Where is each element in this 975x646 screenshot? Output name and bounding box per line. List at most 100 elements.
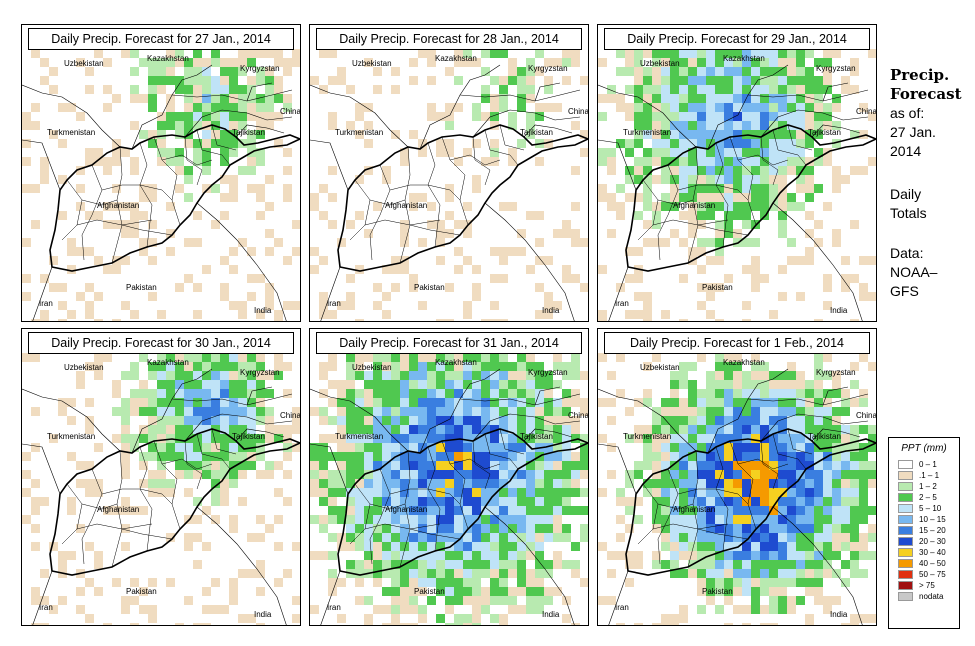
precip-cell	[247, 292, 256, 301]
title-line2: Forecast	[890, 85, 962, 103]
precip-cell	[598, 94, 607, 103]
precip-cell	[544, 301, 553, 310]
precip-cell	[472, 506, 481, 515]
precip-cell	[553, 488, 562, 497]
precip-cell	[688, 488, 697, 497]
precip-cell	[445, 121, 454, 130]
precip-cell	[814, 551, 823, 560]
precip-cell	[688, 461, 697, 470]
precip-cell	[787, 85, 796, 94]
precip-cell	[787, 488, 796, 497]
precip-cell	[778, 265, 787, 274]
precip-cell	[769, 139, 778, 148]
precip-cell	[517, 425, 526, 434]
precip-cell	[472, 112, 481, 121]
precip-cell	[868, 461, 876, 470]
precip-cell	[652, 407, 661, 416]
precip-cell	[229, 247, 238, 256]
precip-cell	[787, 130, 796, 139]
precip-cell	[859, 461, 868, 470]
precip-cell	[769, 596, 778, 605]
precip-cell	[274, 58, 283, 67]
precip-cell	[256, 112, 265, 121]
precip-cell	[634, 434, 643, 443]
precip-cell	[742, 112, 751, 121]
precip-cell	[337, 542, 346, 551]
precip-cell	[112, 220, 121, 229]
precip-cell	[193, 380, 202, 389]
precip-cell	[778, 497, 787, 506]
precip-cell	[229, 353, 238, 362]
precip-cell	[796, 578, 805, 587]
precip-cell	[418, 542, 427, 551]
precip-cell	[733, 470, 742, 479]
precip-cell	[715, 569, 724, 578]
precip-cell	[625, 479, 634, 488]
precip-cell	[382, 542, 391, 551]
precip-cell	[697, 398, 706, 407]
precip-cell	[850, 470, 859, 479]
precip-cell	[130, 85, 139, 94]
precip-cell	[175, 461, 184, 470]
precip-cell	[472, 184, 481, 193]
precip-cell	[382, 425, 391, 434]
precip-cell	[544, 139, 553, 148]
country-border	[246, 386, 273, 406]
precip-cell	[400, 265, 409, 274]
precip-cell	[481, 515, 490, 524]
province-border	[211, 124, 237, 151]
precip-cell	[787, 515, 796, 524]
precip-cell	[310, 247, 319, 256]
precip-cell	[733, 578, 742, 587]
precip-cell	[328, 398, 337, 407]
precip-cell	[139, 193, 148, 202]
country-label: Pakistan	[702, 587, 733, 596]
precip-cell	[724, 443, 733, 452]
precip-cell	[319, 256, 328, 265]
precip-cell	[94, 49, 103, 58]
precip-cell	[31, 596, 40, 605]
precip-cell	[229, 103, 238, 112]
precip-cell	[832, 371, 841, 380]
precip-cell	[661, 470, 670, 479]
precip-cell	[202, 184, 211, 193]
precip-cell	[742, 623, 751, 625]
precip-cell	[733, 353, 742, 362]
precip-cell	[814, 470, 823, 479]
precip-cell	[382, 175, 391, 184]
precip-cell	[697, 497, 706, 506]
precip-cell	[580, 506, 588, 515]
precip-cell	[724, 596, 733, 605]
precip-cell	[724, 103, 733, 112]
precip-cell	[391, 425, 400, 434]
precip-cell	[112, 389, 121, 398]
afghanistan-border	[625, 124, 876, 272]
precip-cell	[706, 371, 715, 380]
precip-cell	[526, 596, 535, 605]
precip-cell	[427, 220, 436, 229]
precip-cell	[787, 238, 796, 247]
precip-cell	[508, 470, 517, 479]
precip-cell	[778, 515, 787, 524]
precip-cell	[769, 470, 778, 479]
precip-cell	[76, 605, 85, 614]
precip-cell	[562, 362, 571, 371]
precip-cell	[706, 193, 715, 202]
precip-cell	[535, 398, 544, 407]
precip-cell	[211, 85, 220, 94]
precip-cell	[202, 112, 211, 121]
country-label: Iran	[615, 299, 629, 308]
precip-cell	[274, 112, 283, 121]
precip-cell	[31, 443, 40, 452]
precip-cell	[706, 497, 715, 506]
country-label: Kyrgyzstan	[240, 64, 280, 73]
precip-cell	[643, 319, 652, 321]
precip-cell	[454, 560, 463, 569]
precip-cell	[463, 614, 472, 623]
precip-cell	[85, 85, 94, 94]
precip-cell	[436, 416, 445, 425]
precip-cell	[193, 121, 202, 130]
precip-cell	[787, 416, 796, 425]
precip-cell	[409, 371, 418, 380]
precip-cell	[814, 461, 823, 470]
